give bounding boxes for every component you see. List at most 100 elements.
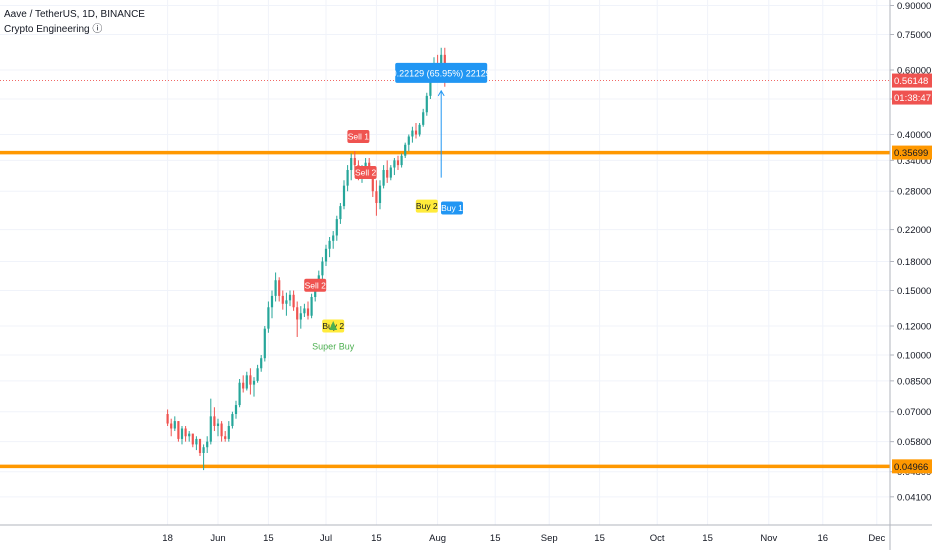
candle-body (270, 295, 274, 308)
candle (382, 165, 385, 189)
candle-body (281, 295, 284, 304)
candle (288, 290, 292, 307)
candle (224, 431, 227, 442)
candle (292, 290, 295, 311)
candle-body (382, 169, 385, 186)
candle-body (245, 375, 248, 389)
candle-body (252, 380, 256, 385)
candle (238, 378, 241, 408)
candle (404, 142, 407, 159)
last-price-marker-box (892, 73, 932, 88)
bar-countdown-marker-box (892, 90, 932, 105)
candle-body (195, 438, 198, 445)
candle-body (396, 160, 400, 166)
buy-signal-label: Buy 2 (416, 201, 438, 211)
chart-legend: Aave / TetherUS, 1D, BINANCE Crypto Engi… (4, 7, 145, 37)
y-tick-label: 0.40000 (897, 130, 931, 141)
candle-body (324, 248, 328, 262)
price-markers: 0.35699 0.04966 0.56148 01:38:47 (892, 73, 932, 474)
x-tick-label: Aug (429, 533, 446, 544)
candle (346, 165, 349, 192)
candle (375, 180, 378, 216)
candle (191, 433, 194, 448)
candle-body (242, 382, 245, 389)
sell-signal-label-box (304, 278, 327, 292)
candle (281, 290, 284, 310)
up-arrow-icon (329, 321, 338, 330)
level-price-marker: 0.04966 (894, 462, 928, 473)
candle-body (285, 300, 288, 304)
price-range-measure[interactable]: 0.22129 (65.95%) 22129 (392, 62, 491, 178)
candle (321, 257, 324, 281)
y-tick-label: 0.12000 (897, 322, 931, 333)
candle-body (378, 185, 382, 204)
symbol-title[interactable]: Aave / TetherUS, 1D, BINANCE (4, 9, 145, 20)
candle-body (177, 421, 180, 439)
candle-body (173, 421, 176, 429)
x-tick-label: 15 (702, 533, 713, 544)
candle-body (346, 169, 349, 186)
y-tick-label: 0.15000 (897, 286, 931, 297)
candle-body (429, 75, 432, 96)
candle (216, 418, 220, 437)
candle-body (389, 167, 392, 178)
candle-body (234, 405, 238, 415)
candle-body (166, 414, 169, 424)
x-tick-label: Sep (541, 533, 558, 544)
candle-body (206, 441, 209, 448)
candle-body (288, 294, 292, 301)
candle (278, 277, 281, 302)
candle-body (216, 423, 220, 426)
candle (342, 180, 346, 210)
candle (400, 153, 403, 168)
x-tick-label: 15 (371, 533, 382, 544)
candle-body (386, 169, 389, 178)
candle-body (202, 447, 205, 454)
y-tick-label: 0.60000 (897, 66, 931, 77)
candle-body (249, 375, 252, 385)
candle-body (263, 328, 266, 359)
candle (177, 421, 180, 442)
indicator-title[interactable]: Crypto Engineering ⓘ (4, 24, 103, 35)
candle-body (418, 124, 421, 135)
grid (0, 0, 890, 525)
measure-label: 0.22129 (65.95%) 22129 (392, 68, 491, 78)
candle (227, 421, 230, 442)
y-tick-label: 0.18000 (897, 257, 931, 268)
candle-body (332, 235, 335, 241)
candle (256, 364, 259, 383)
candle (173, 416, 176, 432)
candle-body (180, 428, 184, 439)
time-axis[interactable]: 18 Jun 15 Jul 15 Aug 15 Sep 15 Oct 15 Nov 16 Dec (0, 524, 932, 544)
y-tick-label: 0.34000 (897, 156, 931, 167)
candle-body (314, 287, 317, 297)
y-tick-label: 0.90000 (897, 1, 931, 12)
candle (260, 355, 263, 372)
horizontal-levels[interactable] (0, 80, 890, 469)
super-buy-label: Super Buy (312, 342, 355, 352)
last-price-marker: 0.56148 (894, 76, 928, 87)
candle (296, 301, 299, 337)
candle (418, 122, 421, 137)
candle-body (267, 307, 270, 329)
sell-signal-label: Sell 1 (348, 131, 370, 141)
sell-signal-label: Sell 2 (355, 167, 377, 177)
y-tick-label: 0.28000 (897, 187, 931, 198)
x-tick-label: Oct (650, 533, 665, 544)
x-tick-label: 15 (490, 533, 501, 544)
candle (213, 407, 216, 432)
sell-signal-label: Sell 2 (305, 280, 327, 290)
y-tick-label: 0.05800 (897, 437, 931, 448)
candle (425, 92, 428, 116)
candle (245, 371, 248, 391)
candle (411, 126, 414, 143)
candle (414, 122, 418, 139)
sell-signal-label-box (354, 165, 377, 179)
x-tick-label: Dec (868, 533, 885, 544)
candle (310, 293, 313, 319)
candle (422, 108, 425, 127)
x-tick-label: 15 (594, 533, 605, 544)
candle (389, 165, 392, 181)
